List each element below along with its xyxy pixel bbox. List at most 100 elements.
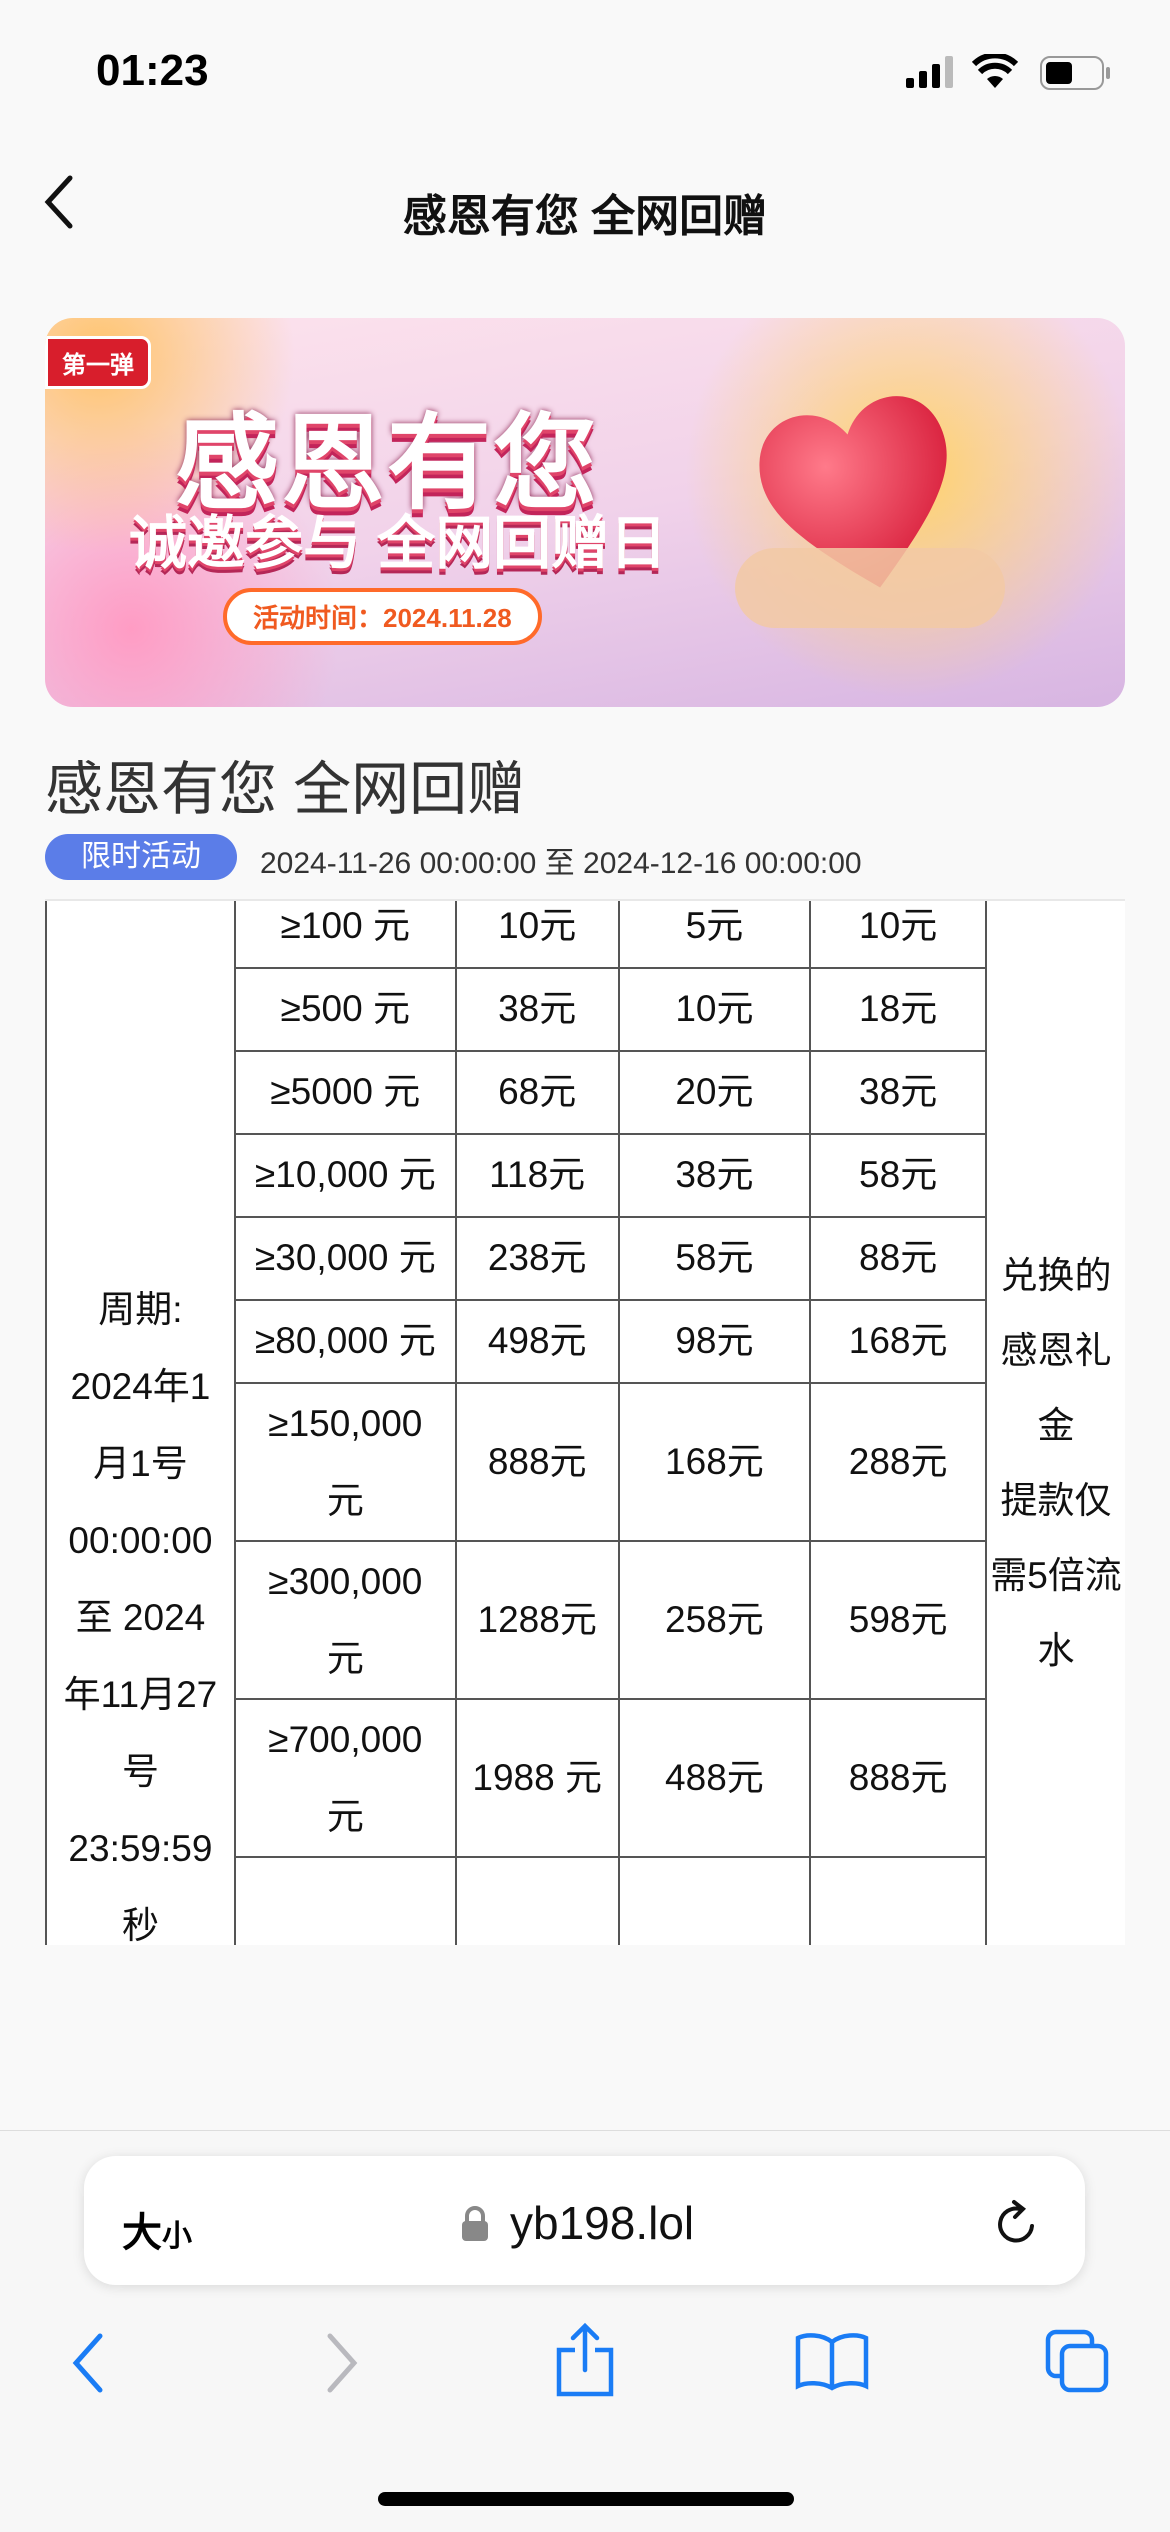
reward-cell: 58元 (809, 1133, 987, 1218)
cell-text: 168元 (665, 1440, 764, 1482)
note-line: 金 (1037, 1405, 1075, 1446)
table-row: 周期: 2024年1 月1号 00:00:00 至 2024 年11月27 号 23:59:5… (45, 901, 1125, 1945)
period-line: 2024年1 (70, 1366, 211, 1407)
banner-subline: 诚邀参与 全网回赠日 (129, 511, 668, 576)
reward-cell: 888元 (809, 1698, 987, 1858)
reward-cell: 598元 (809, 1540, 987, 1700)
reward-cell: 238元 (454, 1216, 620, 1301)
table-row: ≥80,000 元 498元 98元 168元 (46, 1299, 1125, 1384)
text-size-button[interactable]: 大小 (122, 2200, 192, 2258)
cell-text: 98元 (675, 1320, 754, 1362)
reward-cell: 5元 (617, 901, 812, 969)
note-line: 提款仅 (1000, 1480, 1112, 1521)
cell-text: 10元 (498, 905, 577, 947)
forward-nav-icon[interactable] (322, 2332, 362, 2394)
cell-text: 258元 (665, 1598, 764, 1640)
reward-cell: 488元 (617, 1698, 812, 1858)
note-line: 感恩礼 (1000, 1330, 1112, 1371)
reward-cell: 10元 (809, 901, 987, 969)
page-title: 感恩有您 全网回赠 (402, 192, 768, 241)
back-chevron-icon[interactable] (40, 174, 76, 230)
status-time: 01:23 (96, 46, 209, 95)
cell-text: 118元 (489, 1154, 586, 1196)
tabs-icon[interactable] (1044, 2328, 1112, 2396)
table-row: ≥150,000 元 888元 168元 288元 (46, 1382, 1125, 1542)
period-line: 年11月27 (63, 1674, 218, 1715)
reward-cell: 168元 (809, 1299, 987, 1384)
reload-icon[interactable] (992, 2198, 1040, 2248)
cell-text: 58元 (859, 1154, 938, 1196)
table-row: ≥10,000 元 118元 38元 58元 (46, 1133, 1125, 1218)
promo-banner[interactable]: 第一弹 感恩有您 诚邀参与 全网回赠日 活动时间：2024.11.28 (45, 318, 1125, 707)
reward-cell: 98元 (617, 1299, 812, 1384)
reward-cell: 68元 (454, 1050, 620, 1135)
cell-text: 238元 (487, 1237, 587, 1279)
table-row: ≥1,500,0003688 元688元988元 (46, 1856, 1125, 1945)
cell-text: 68元 (498, 1071, 577, 1113)
bookmarks-icon[interactable] (794, 2332, 870, 2392)
threshold-cell: ≥500 元 (233, 967, 457, 1052)
reward-table: 周期: 2024年1 月1号 00:00:00 至 2024 年11月27 号 23:59:5… (45, 901, 1125, 1945)
hands-illustration (735, 548, 1005, 628)
threshold-cell: ≥300,000 元 (233, 1540, 457, 1700)
cell-text: 598元 (848, 1598, 948, 1640)
activity-period: 2024-11-26 00:00:00 至 2024-12-16 00:00:0… (260, 847, 862, 880)
reward-cell: 888元 (454, 1382, 620, 1542)
note-cell: 兑换的 感恩礼金提款仅 需5倍流水 (984, 901, 1125, 1945)
battery-icon (1040, 56, 1110, 90)
cell-text: 38元 (859, 1071, 938, 1113)
cell-text: 10元 (859, 905, 938, 947)
cell-text: ≥30,000 元 (254, 1237, 436, 1279)
period-line: 23:59:59 (68, 1828, 213, 1869)
cell-text: 888元 (487, 1440, 587, 1482)
url-text[interactable]: yb198.lol (510, 2197, 695, 2249)
banner-headline: 感恩有您 (175, 406, 600, 522)
lock-icon (462, 2206, 488, 2241)
cell-text: 1288元 (477, 1598, 597, 1640)
period-line: 00:00:00 (68, 1520, 213, 1561)
reward-cell: 688元 (617, 1856, 812, 1945)
size-label: 大 (122, 2211, 162, 2255)
share-icon[interactable] (553, 2322, 617, 2398)
cell-text: 5元 (685, 905, 744, 947)
note-line: 需5倍流 (990, 1555, 1122, 1596)
wifi-icon (972, 54, 1018, 88)
threshold-cell: ≥30,000 元 (233, 1216, 457, 1301)
cell-text: ≥10,000 元 (254, 1154, 436, 1196)
reward-cell: 58元 (617, 1216, 812, 1301)
table-row: ≥30,000 元 238元 58元 88元 (46, 1216, 1125, 1301)
cell-text: 58元 (675, 1237, 754, 1279)
note-line: 水 (1037, 1630, 1075, 1671)
cell-text: 1988 元 (472, 1756, 602, 1798)
table-row: ≥5000 元 68元 20元 38元 (46, 1050, 1125, 1135)
banner-tag: 第一弹 (45, 336, 151, 389)
banner-date: 活动时间：2024.11.28 (223, 588, 542, 645)
cell-text: ≥5000 元 (270, 1071, 421, 1113)
reward-cell: 10元 (454, 901, 620, 969)
reward-cell: 38元 (617, 1133, 812, 1218)
cell-text: ≥150,000 元 (268, 1403, 423, 1521)
divider (45, 899, 1125, 901)
period-cell: 周期: 2024年1 月1号 00:00:00 至 2024 年11月27 号 23:59:5… (45, 901, 236, 1945)
cell-text: 38元 (675, 1154, 754, 1196)
cell-text: 888元 (848, 1756, 948, 1798)
threshold-cell: ≥700,000 元 (233, 1698, 457, 1858)
reward-cell: 38元 (454, 967, 620, 1052)
limited-time-badge: 限时活动 (45, 834, 237, 880)
reward-cell: 10元 (617, 967, 812, 1052)
reward-cell: 1988 元 (454, 1698, 620, 1858)
activity-title: 感恩有您 全网回赠 (45, 757, 526, 822)
table-row: ≥500 元 38元 10元 18元 (46, 967, 1125, 1052)
reward-cell: 3688 元 (454, 1856, 620, 1945)
threshold-cell: ≥5000 元 (233, 1050, 457, 1135)
threshold-cell: ≥1,500,000 (233, 1856, 457, 1945)
cell-text: ≥100 元 (280, 905, 410, 947)
table-row: ≥700,000 元 1988 元 488元 888元 (46, 1698, 1125, 1858)
address-bar[interactable] (84, 2156, 1085, 2285)
cell-text: 88元 (859, 1237, 938, 1279)
size-label-small: 小 (162, 2220, 192, 2253)
threshold-cell: ≥80,000 元 (233, 1299, 457, 1384)
back-nav-icon[interactable] (68, 2332, 108, 2394)
home-indicator (378, 2492, 794, 2506)
